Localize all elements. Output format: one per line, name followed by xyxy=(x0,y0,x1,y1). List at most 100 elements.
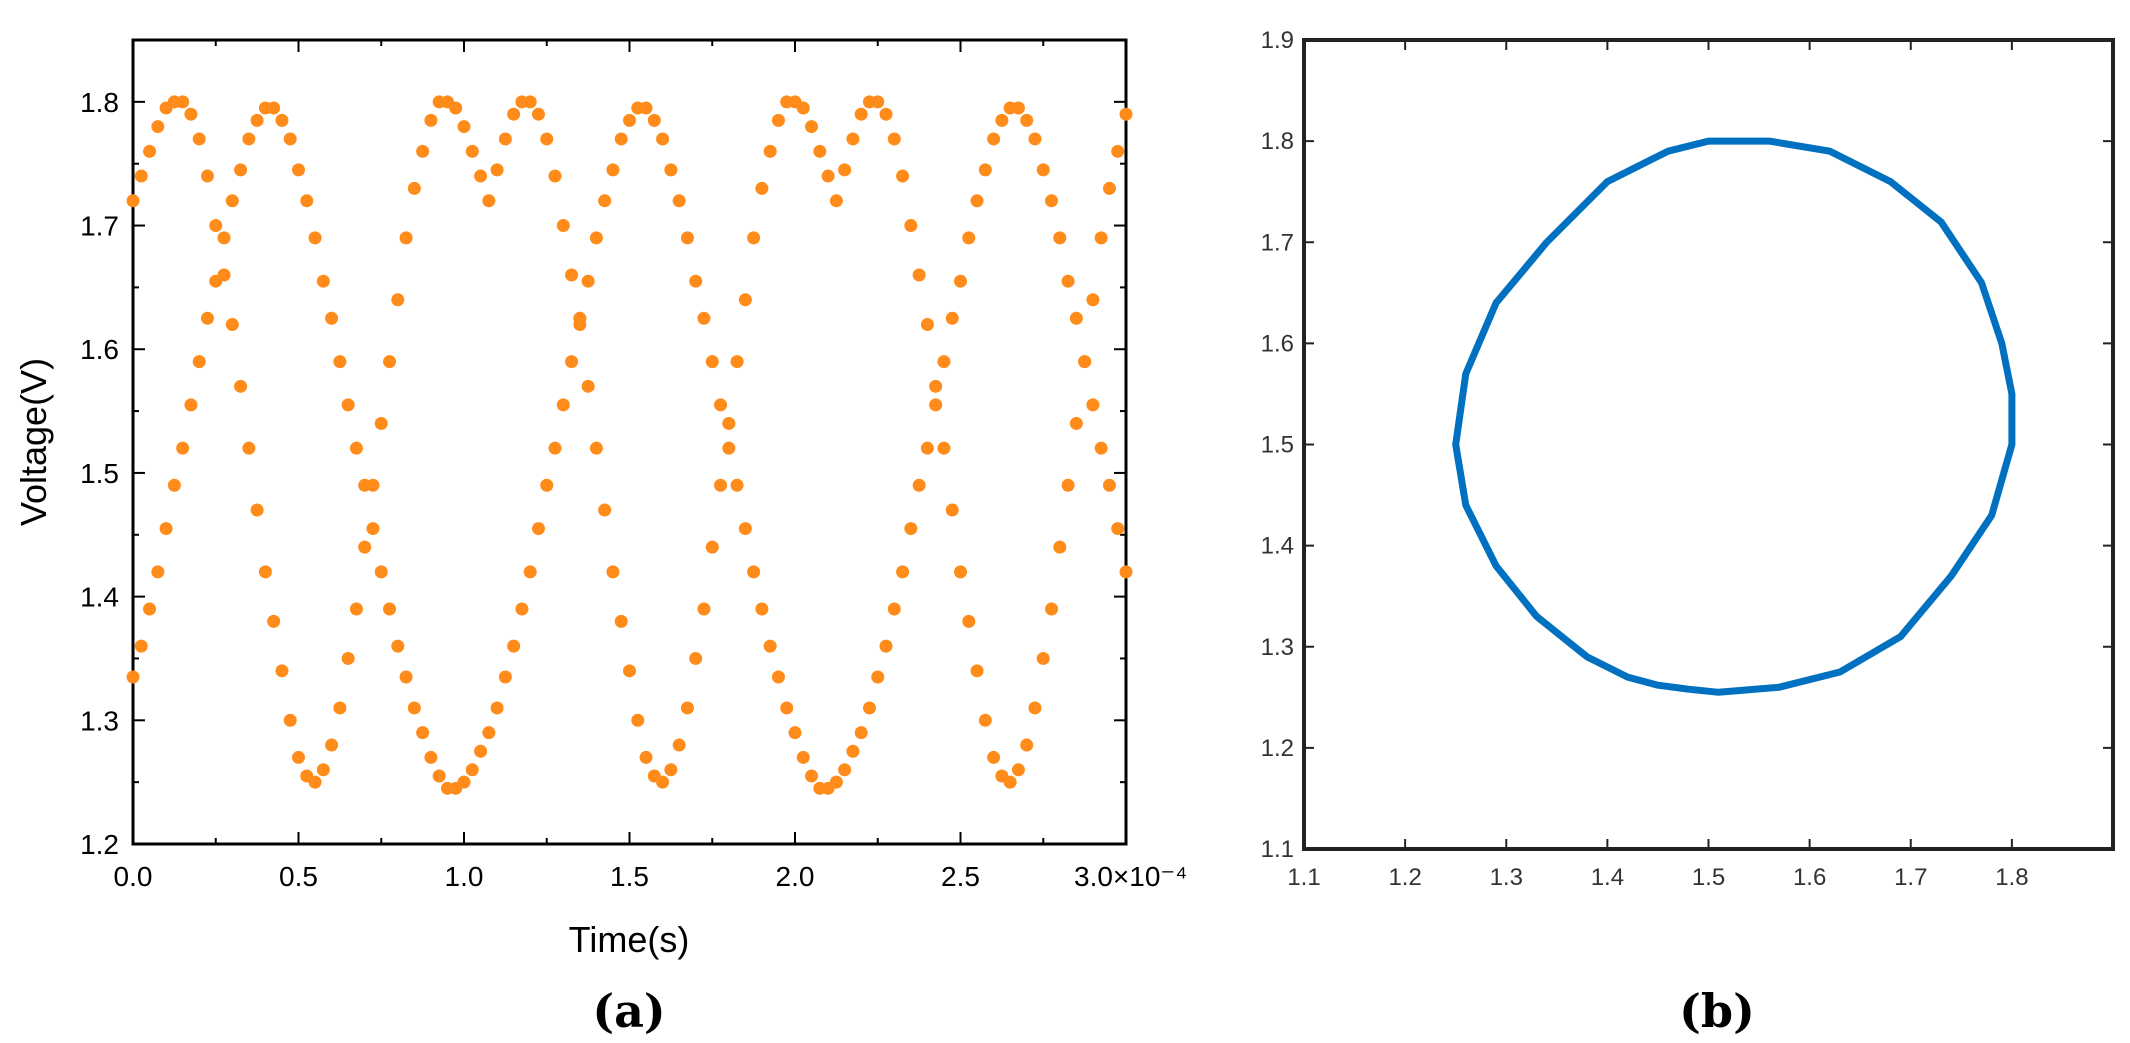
panel-a-data-point xyxy=(383,602,397,616)
panel-a-data-point xyxy=(267,101,281,115)
panel-a-x-tick-label: 1.5 xyxy=(610,861,649,892)
panel-a-data-point xyxy=(134,169,148,183)
panel-a-data-point xyxy=(565,355,579,369)
panel-b-frame xyxy=(1302,38,2115,851)
panel-b-y-tick-label: 1.6 xyxy=(1261,330,1294,357)
panel-a-data-point xyxy=(184,398,198,412)
panel-a-data-point xyxy=(333,701,347,715)
panel-a-data-point xyxy=(656,775,670,789)
panel-a-data-point xyxy=(813,144,827,158)
panel-a-data-point xyxy=(325,311,339,325)
panel-a-data-point xyxy=(424,750,438,764)
panel-a-data-point xyxy=(1119,565,1133,579)
panel-a-x-tick-label: 2.5 xyxy=(941,861,980,892)
panel-a-data-point xyxy=(474,169,488,183)
panel-a-data-point xyxy=(796,101,810,115)
panel-b-y-tick-label: 1.8 xyxy=(1261,128,1294,155)
panel-a-data-point xyxy=(283,713,297,727)
panel-b-chart: 1.1 1.2 1.3 1.4 1.5 1.6 1.7 1.8 1.9 1.1 1.2 1.3 1.4… xyxy=(1261,27,2115,891)
panel-a-data-point xyxy=(631,713,645,727)
panel-b-y-tick-label: 1.2 xyxy=(1261,735,1294,762)
panel-a-data-point xyxy=(1036,163,1050,177)
panel-a-data-point xyxy=(556,219,570,233)
panel-a-data-point xyxy=(523,95,537,109)
panel-a-data-point xyxy=(854,726,868,740)
panel-a-data-point xyxy=(176,441,190,455)
panel-a-frame xyxy=(131,38,1128,846)
panel-a-data-point xyxy=(515,602,529,616)
panel-a-data-point xyxy=(954,274,967,288)
panel-a-data-point xyxy=(730,355,744,369)
panel-a-data-point xyxy=(209,274,223,288)
panel-a-data-point xyxy=(151,120,165,134)
panel-a-data-point xyxy=(879,107,893,121)
panel-a-data-point xyxy=(192,355,206,369)
panel-a-data-point xyxy=(1053,231,1067,245)
panel-a-data-point xyxy=(606,565,620,579)
panel-a-data-point xyxy=(796,750,810,764)
panel-a-data-point xyxy=(1061,478,1075,492)
panel-a-data-point xyxy=(349,602,363,616)
panel-a-data-point xyxy=(978,163,992,177)
panel-a-data-point xyxy=(275,113,289,127)
panel-a-data-point xyxy=(482,194,496,208)
panel-a-data-point xyxy=(316,763,330,777)
panel-a-data-point xyxy=(581,274,595,288)
panel-a-data-point xyxy=(399,231,413,245)
panel-b-x-tick-label: 1.4 xyxy=(1591,864,1624,891)
panel-a-label: (a) xyxy=(592,984,665,1038)
panel-a-y-axis-label: Voltage(V) xyxy=(13,358,54,526)
panel-a-data-point xyxy=(250,113,264,127)
panel-a-data-point xyxy=(374,416,388,430)
panel-a-data-point xyxy=(887,602,901,616)
panel-a-y-ticks: 1.2 1.3 1.4 1.5 1.6 1.7 1.8 xyxy=(80,87,1126,860)
panel-a-data-point xyxy=(755,602,769,616)
panel-a-data-point xyxy=(490,701,504,715)
panel-a-data-point xyxy=(1036,651,1050,665)
panel-a-data-point xyxy=(838,163,852,177)
panel-a-data-point xyxy=(358,478,372,492)
panel-a-data-point xyxy=(697,602,711,616)
panel-a-data-point xyxy=(937,355,951,369)
panel-a-data-point xyxy=(325,738,339,752)
panel-a-data-point xyxy=(879,639,893,653)
panel-b-y-tick-label: 1.1 xyxy=(1261,836,1294,863)
panel-a-data-point xyxy=(581,379,595,393)
panel-a-data-point xyxy=(689,274,703,288)
panel-a-data-point xyxy=(556,398,570,412)
panel-a-data-point xyxy=(407,181,421,195)
panel-a-data-point xyxy=(507,639,521,653)
panel-a-data-point xyxy=(250,503,264,517)
panel-a-data-point xyxy=(449,101,463,115)
panel-a-data-point xyxy=(200,169,214,183)
panel-a-data-point xyxy=(531,522,545,536)
panel-a-data-point xyxy=(366,522,380,536)
panel-a-data-point xyxy=(523,565,537,579)
panel-b-y-tick-label: 1.7 xyxy=(1261,229,1294,256)
panel-a-x-tick-label: 1.0 xyxy=(445,861,484,892)
panel-a-data-point xyxy=(1069,416,1083,430)
panel-a-data-point xyxy=(730,478,744,492)
panel-a-data-point xyxy=(498,670,512,684)
panel-a-data-point xyxy=(416,144,430,158)
panel-a-data-point xyxy=(424,113,438,127)
panel-a-data-point xyxy=(275,664,289,678)
panel-a-data-point xyxy=(714,398,728,412)
panel-a-data-point xyxy=(664,163,678,177)
panel-a-data-point xyxy=(912,478,926,492)
panel-a-data-point xyxy=(738,293,752,307)
panel-a-data-point xyxy=(598,503,612,517)
panel-a-data-point xyxy=(1011,101,1025,115)
panel-a-data-point xyxy=(225,194,239,208)
panel-a-data-point xyxy=(465,763,479,777)
panel-b-x-tick-label: 1.5 xyxy=(1692,864,1725,891)
panel-a-data-point xyxy=(1061,274,1075,288)
panel-a-data-point xyxy=(1111,144,1125,158)
panel-a-data-point xyxy=(987,750,1001,764)
panel-a-data-point xyxy=(143,602,157,616)
panel-a-data-point xyxy=(565,268,579,282)
panel-a-data-point xyxy=(896,169,910,183)
panel-a-data-point xyxy=(747,231,761,245)
panel-a-data-point xyxy=(432,769,446,783)
